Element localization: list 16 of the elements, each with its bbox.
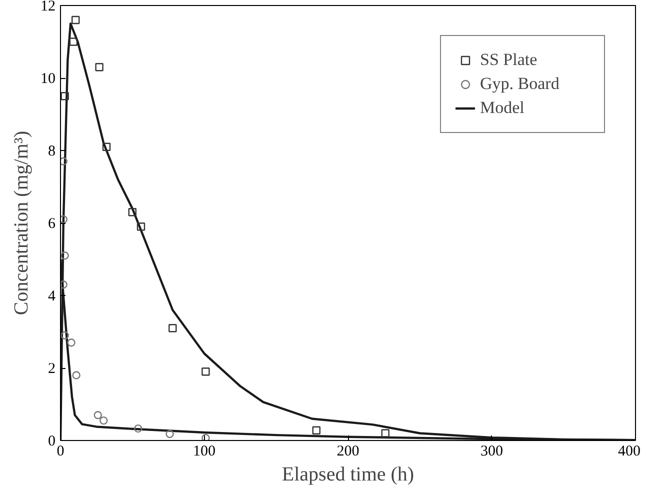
x-tick-label: 200 [336,444,360,460]
legend-label: Gyp. Board [480,74,560,94]
y-tick-label: 6 [48,216,56,232]
x-tick-label: 300 [480,444,503,460]
y-axis-title: Concentration (mg/m³) [10,130,32,316]
y-tick-label: 4 [48,288,56,304]
y-tick-label: 0 [48,434,56,450]
legend-label: Model [480,98,526,118]
x-tick-label: 400 [618,444,640,460]
y-tick-label: 10 [40,71,56,87]
x-tick-label: 100 [193,444,216,460]
legend-label: SS Plate [480,50,538,70]
y-tick-label: 2 [48,361,56,377]
x-axis-title: Elapsed time (h) [282,464,414,486]
y-tick-label: 8 [48,144,56,160]
y-tick-label: 12 [40,0,56,14]
